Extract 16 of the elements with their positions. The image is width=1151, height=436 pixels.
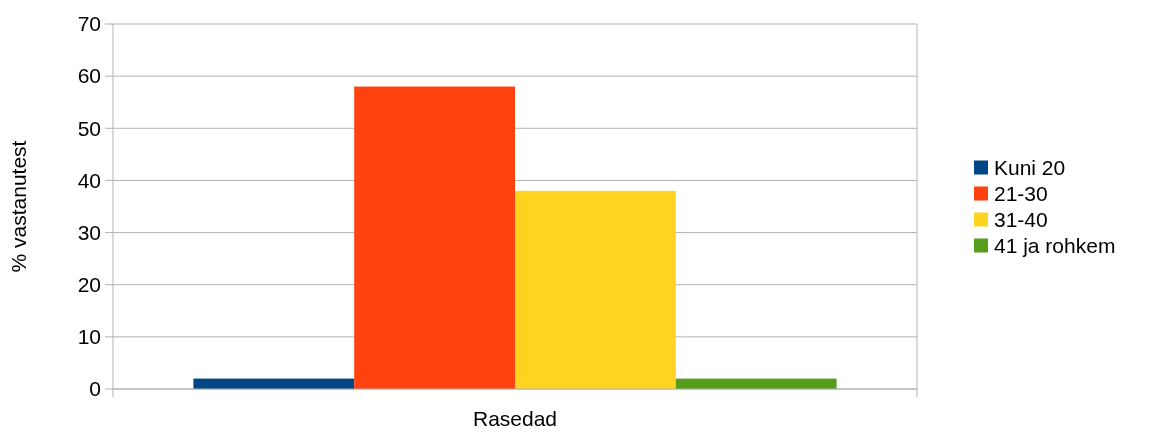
y-tick-label: 50 — [77, 116, 101, 140]
legend-label: 31-40 — [994, 207, 1048, 231]
y-tick-label: 70 — [77, 12, 101, 36]
y-tick-label: 0 — [89, 377, 101, 401]
y-tick-label: 40 — [77, 168, 101, 192]
legend-label: 41 ja rohkem — [994, 233, 1116, 257]
legend-label: Kuni 20 — [994, 155, 1066, 179]
bar — [354, 86, 515, 389]
y-tick-label: 10 — [77, 325, 101, 349]
y-axis-title: % vastanutest — [7, 140, 30, 273]
bar — [515, 190, 676, 389]
x-tick-label: Rasedad — [472, 407, 558, 430]
legend-label: 21-30 — [994, 181, 1048, 205]
y-tick-label: 30 — [77, 220, 101, 244]
y-tick-label: 60 — [77, 64, 101, 88]
y-tick-label: 20 — [77, 273, 101, 297]
